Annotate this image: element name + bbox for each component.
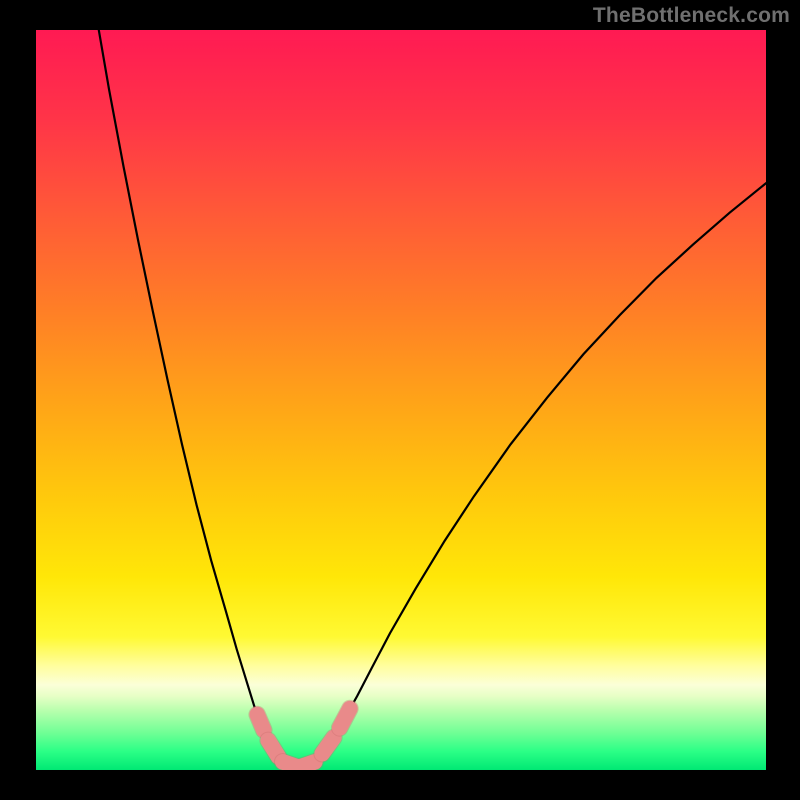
chart-frame: TheBottleneck.com <box>0 0 800 800</box>
marker-blob-0 <box>257 715 264 731</box>
marker-blob-3 <box>322 737 334 753</box>
marker-blob-2 <box>283 762 315 768</box>
plot-background <box>36 30 766 770</box>
marker-blob-1 <box>268 740 278 756</box>
watermark-text: TheBottleneck.com <box>593 4 790 28</box>
marker-blob-4 <box>340 709 350 728</box>
bottleneck-curve-plot <box>36 30 766 770</box>
